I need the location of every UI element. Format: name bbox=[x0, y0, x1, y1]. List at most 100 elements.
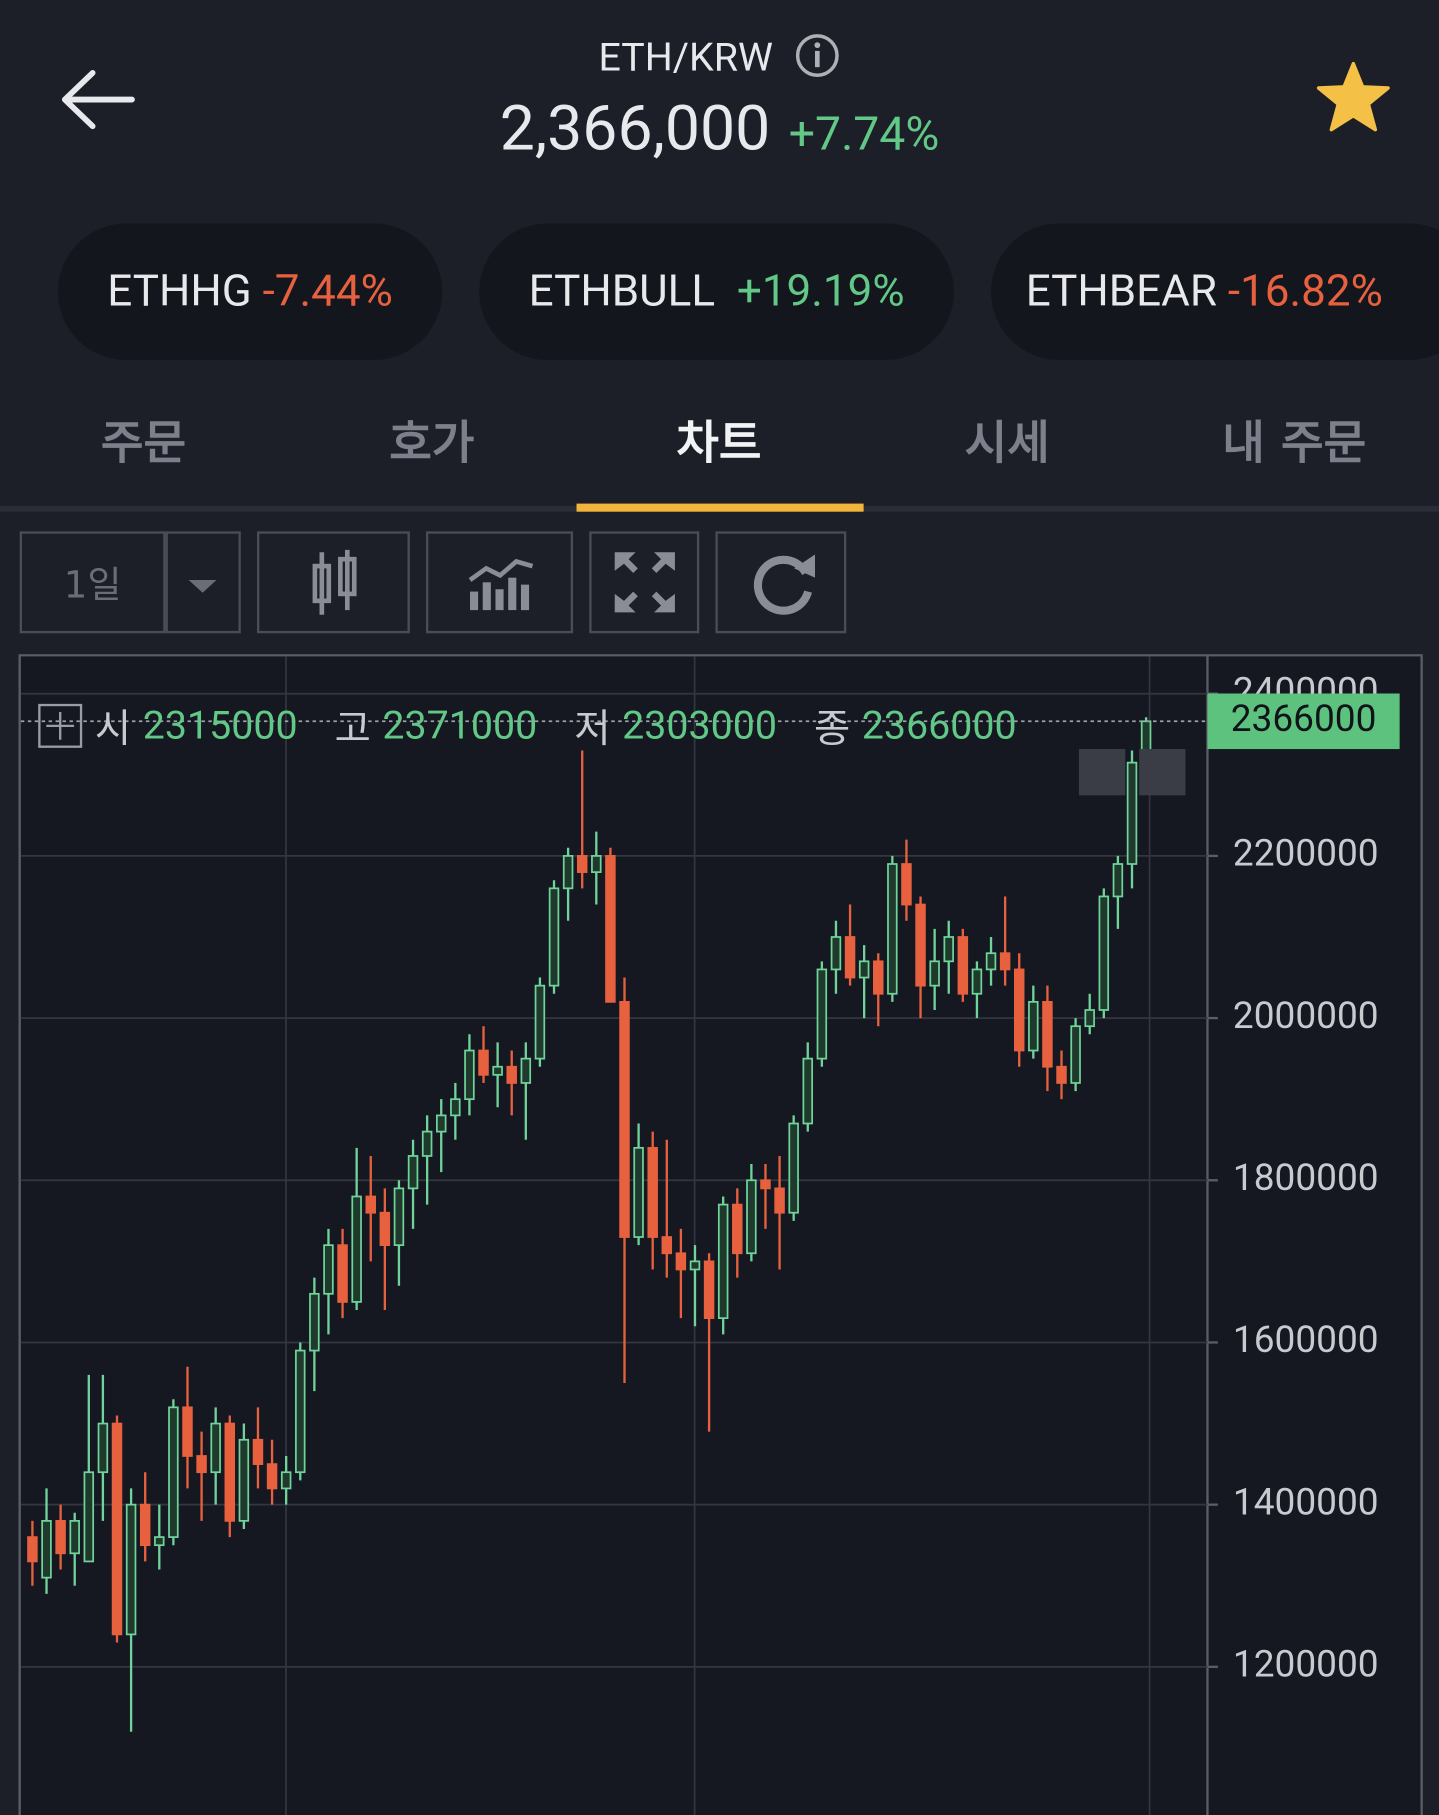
candle-body bbox=[562, 855, 574, 890]
candle-body bbox=[478, 1049, 489, 1076]
candle-body bbox=[957, 936, 969, 995]
pill-change: -16.82% bbox=[1227, 266, 1383, 318]
candle-body bbox=[125, 1503, 137, 1636]
tab[interactable]: 시세 bbox=[964, 416, 1050, 471]
ohlc-label: 시 bbox=[94, 706, 132, 753]
candle-body bbox=[27, 1536, 38, 1563]
pill-name: ETHBEAR bbox=[1025, 266, 1217, 318]
candle-body bbox=[647, 1146, 658, 1238]
refresh-button[interactable] bbox=[715, 531, 847, 634]
candle-body bbox=[139, 1503, 151, 1547]
candle-body bbox=[548, 887, 560, 987]
candle-body bbox=[1028, 1000, 1039, 1052]
candle-body bbox=[887, 863, 898, 995]
candle-body bbox=[1070, 1025, 1081, 1084]
ohlc-label: 저 bbox=[574, 706, 611, 753]
candle-body bbox=[746, 1179, 757, 1255]
candle-body bbox=[323, 1244, 334, 1295]
ohlc-value: 2366000 bbox=[861, 702, 1017, 749]
candle-body bbox=[280, 1471, 292, 1490]
candle-body bbox=[929, 960, 940, 987]
candle-body bbox=[450, 1098, 461, 1117]
candle-body bbox=[196, 1455, 207, 1474]
tab[interactable]: 주문 bbox=[100, 416, 187, 471]
pill-name: ETHHG bbox=[107, 266, 252, 318]
candle-body bbox=[830, 936, 842, 971]
fullscreen-button[interactable] bbox=[589, 531, 700, 634]
candle-body bbox=[1013, 968, 1025, 1052]
candle-body bbox=[182, 1406, 193, 1457]
price-badge-label: 2366000 bbox=[1231, 698, 1377, 741]
candle-body bbox=[55, 1520, 66, 1555]
favorite-star[interactable] bbox=[1315, 60, 1391, 134]
tool-button[interactable] bbox=[1139, 749, 1186, 796]
candle-body bbox=[901, 863, 912, 906]
candle-body bbox=[675, 1252, 687, 1271]
candle-body bbox=[309, 1292, 320, 1352]
candle-body bbox=[266, 1463, 278, 1490]
candle-body bbox=[717, 1203, 729, 1320]
pill-change: -7.44% bbox=[262, 266, 393, 318]
candle-body bbox=[393, 1187, 405, 1247]
price-badge bbox=[1207, 693, 1400, 750]
pill[interactable]: ETHHG -7.44% bbox=[57, 223, 443, 361]
tab[interactable]: 호가 bbox=[389, 416, 475, 471]
candle-body bbox=[816, 968, 828, 1060]
candle-body bbox=[168, 1406, 179, 1538]
pair: ETH/KRW bbox=[598, 34, 773, 82]
ohlc-value: 2303000 bbox=[622, 702, 777, 749]
pill[interactable]: ETHBULL +19.19% bbox=[479, 223, 954, 361]
candle-body bbox=[252, 1438, 264, 1465]
candle-body bbox=[915, 903, 926, 987]
candle-body bbox=[591, 855, 602, 873]
candle-body bbox=[69, 1520, 80, 1555]
y-tick-label: 1200000 bbox=[1233, 1644, 1379, 1687]
ohlc-label: 고 bbox=[334, 706, 371, 753]
candle-body bbox=[407, 1155, 419, 1190]
candle-body bbox=[435, 1114, 447, 1133]
ohlc-value: 2371000 bbox=[382, 702, 538, 749]
candle-body bbox=[1112, 863, 1124, 898]
candle-body bbox=[703, 1260, 715, 1320]
info-icon[interactable] bbox=[794, 32, 840, 78]
candle-body bbox=[365, 1195, 376, 1214]
tab[interactable]: 내 주문 bbox=[1222, 416, 1367, 471]
pill-name: ETHBULL bbox=[528, 266, 716, 318]
candle-body bbox=[1042, 1000, 1053, 1068]
candle-body bbox=[111, 1422, 123, 1636]
chart: 1200000 1400000 1600000 1800000 2000000 22000… bbox=[18, 654, 1423, 1815]
candle-body bbox=[238, 1438, 250, 1522]
refresh-icon bbox=[753, 554, 816, 615]
candle-body bbox=[760, 1179, 771, 1190]
interval-button[interactable]: 1일 bbox=[19, 531, 166, 634]
candle-type-button[interactable] bbox=[257, 531, 410, 634]
candle-body bbox=[534, 984, 546, 1060]
pill[interactable]: ETHBEAR -16.82% bbox=[990, 223, 1439, 361]
fullscreen-icon bbox=[614, 552, 675, 613]
candle-body bbox=[774, 1187, 785, 1214]
candle-body bbox=[379, 1211, 391, 1247]
interval-dropdown[interactable] bbox=[165, 531, 241, 634]
candle-body bbox=[802, 1057, 814, 1125]
y-tick-label: 2200000 bbox=[1233, 833, 1379, 876]
candle-body bbox=[971, 968, 983, 995]
candle-body bbox=[492, 1065, 503, 1076]
candle-body bbox=[999, 952, 1011, 971]
candle-body bbox=[295, 1349, 306, 1474]
change: +7.74% bbox=[788, 106, 940, 161]
back-button[interactable] bbox=[58, 67, 139, 132]
candle-body bbox=[337, 1244, 348, 1303]
crosshair-icon bbox=[38, 703, 83, 748]
candle-body bbox=[689, 1260, 701, 1271]
candle-body bbox=[1126, 761, 1138, 865]
indicator-button[interactable] bbox=[426, 531, 574, 634]
candle-body bbox=[858, 960, 870, 979]
candle-body bbox=[351, 1195, 362, 1303]
dropdown-icon bbox=[188, 579, 217, 593]
tab[interactable]: 차트 bbox=[676, 416, 762, 471]
ohlc-legend: 시 2315000 고 2371000 저 2303000 종 2366000 bbox=[37, 697, 1042, 754]
candle-body bbox=[985, 952, 997, 971]
tool-button[interactable] bbox=[1078, 749, 1126, 796]
candle-body bbox=[224, 1422, 236, 1522]
